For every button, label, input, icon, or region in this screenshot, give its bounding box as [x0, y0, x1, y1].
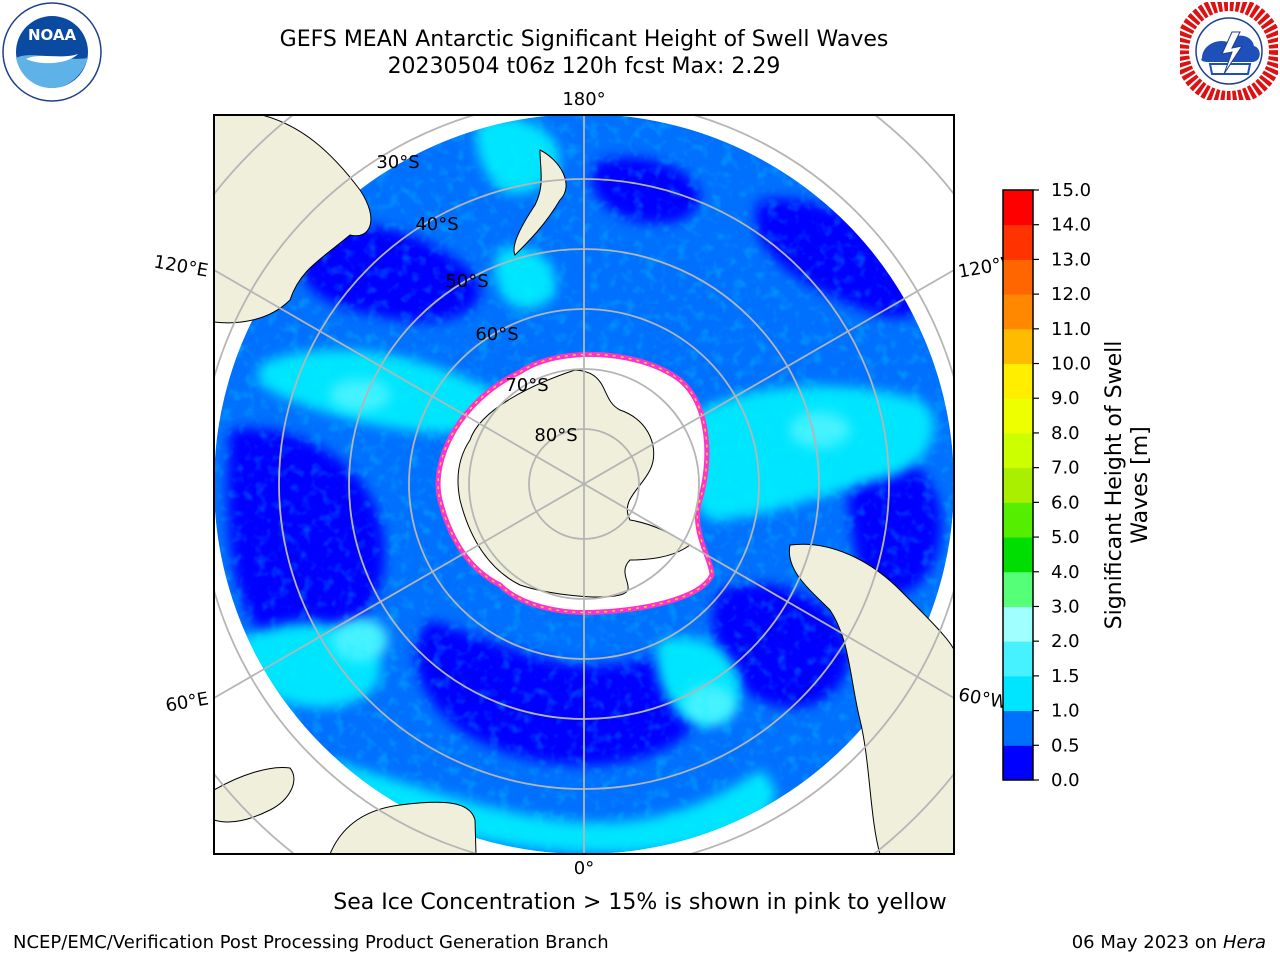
colorbar-segment — [1003, 502, 1033, 538]
colorbar-segment — [1003, 259, 1033, 295]
nws-logo — [1175, 0, 1280, 105]
lon-label-60e: 60°E — [164, 688, 210, 716]
colorbar-frame — [1002, 189, 1034, 781]
colorbar-tick-label: 9.0 — [1051, 388, 1080, 409]
colorbar-tick-label: 0.5 — [1051, 735, 1080, 756]
colorbar-tick-label: 10.0 — [1051, 354, 1091, 375]
colorbar-segment — [1003, 745, 1033, 781]
colorbar-tick-label: 6.0 — [1051, 492, 1080, 513]
lon-label-60w: 60°W — [957, 684, 1010, 713]
colorbar-tick-label: 5.0 — [1051, 527, 1080, 548]
colorbar-segment — [1003, 328, 1033, 365]
lat-label-30s: 30°S — [376, 152, 419, 173]
map-frame — [213, 114, 955, 855]
colorbar-tick-label: 12.0 — [1051, 284, 1091, 305]
colorbar-tick-label: 11.0 — [1051, 319, 1091, 340]
graticule — [214, 115, 954, 854]
colorbar-segment — [1003, 710, 1033, 746]
footer-machine: Hera — [1222, 932, 1266, 953]
lat-label-60s: 60°S — [475, 324, 518, 345]
colorbar-label: Significant Height of SwellWaves [m] — [1102, 341, 1153, 630]
colorbar-segment — [1003, 363, 1033, 399]
colorbar-tick-label: 15.0 — [1051, 180, 1091, 201]
colorbar-tick-label: 8.0 — [1051, 423, 1080, 444]
colorbar-tick-label: 3.0 — [1051, 596, 1080, 617]
south-america — [788, 543, 954, 854]
colorbar-segment — [1003, 571, 1033, 607]
lat-label-40s: 40°S — [415, 214, 458, 235]
colorbar: 0.0 0.5 1.0 1.5 2.0 3.0 4.0 5.0 6.0 7.0 8.0 9.0 10.0… — [1002, 180, 1091, 791]
footer-credit: NCEP/EMC/Verification Post Processing Pr… — [13, 932, 609, 953]
noaa-logo: NOAA — [2, 2, 102, 102]
colorbar-tick-label: 1.5 — [1051, 666, 1080, 687]
madagascar — [214, 766, 295, 823]
noaa-wordmark: NOAA — [28, 26, 77, 44]
lon-label-0: 0° — [574, 858, 594, 879]
colorbar-tick-label: 1.0 — [1051, 701, 1080, 722]
colorbar-segment — [1003, 432, 1033, 469]
colorbar-tick-label: 4.0 — [1051, 562, 1080, 583]
colorbar-tick-label: 0.0 — [1051, 770, 1080, 791]
colorbar-segment — [1003, 398, 1033, 434]
colorbar-tick-label: 2.0 — [1051, 631, 1080, 652]
colorbar-segment — [1003, 224, 1033, 260]
australia — [214, 115, 372, 324]
map-title: GEFS MEAN Antarctic Significant Height o… — [279, 27, 889, 52]
footer-date-text: 06 May 2023 on — [1071, 932, 1218, 953]
colorbar-segment — [1003, 606, 1033, 642]
colorbar-segment — [1003, 675, 1033, 712]
lat-label-50s: 50°S — [445, 271, 488, 292]
colorbar-tick-label: 7.0 — [1051, 458, 1080, 479]
colorbar-segment — [1003, 190, 1033, 226]
map-subtitle: 20230504 t06z 120h fcst Max: 2.29 — [387, 54, 781, 79]
sea-ice-edge — [437, 353, 713, 614]
lon-label-180: 180° — [562, 89, 605, 110]
colorbar-segment — [1003, 294, 1033, 330]
colorbar-tick-label: 13.0 — [1051, 249, 1091, 270]
footer-date: 06 May 2023 on Hera — [1072, 932, 1266, 953]
colorbar-segment — [1003, 467, 1033, 503]
colorbar-segment — [1003, 537, 1033, 573]
lon-label-120e: 120°E — [152, 251, 210, 281]
sea-ice-caption: Sea Ice Concentration > 15% is shown in … — [333, 890, 947, 915]
new-zealand — [513, 149, 567, 256]
lat-label-80s: 80°S — [534, 425, 577, 446]
colorbar-segment — [1003, 641, 1033, 677]
meridian-120w-60e — [214, 269, 954, 699]
lat-label-70s: 70°S — [505, 375, 548, 396]
colorbar-tick-label: 14.0 — [1051, 215, 1091, 236]
